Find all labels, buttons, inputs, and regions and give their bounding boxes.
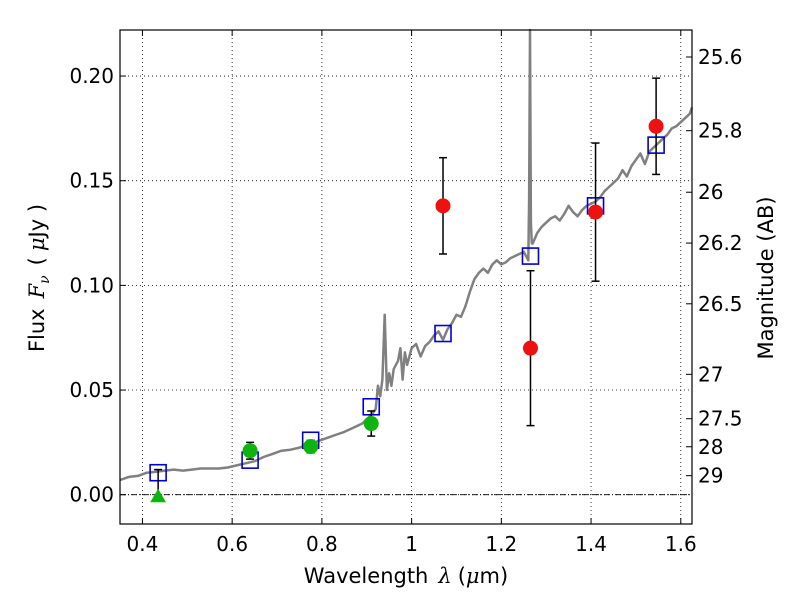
y2-tick-label: 26.2: [698, 231, 743, 255]
y-tick-label: 0.05: [69, 378, 114, 402]
plot-area: [120, 30, 692, 524]
model-spectrum: [119, 28, 694, 482]
x-tick-label: 1.4: [575, 532, 607, 556]
observed-flux-point: [522, 340, 538, 356]
upper-limit-triangle: [150, 488, 167, 503]
y-axis-label: FluxFν(μJy ): [25, 204, 53, 352]
y2-tick-label: 25.6: [698, 45, 743, 69]
x-tick-label: 1: [405, 532, 418, 556]
y-tick-label: 0.15: [69, 169, 114, 193]
y2-tick-label: 27.5: [698, 407, 743, 431]
y-tick-label: 0.20: [69, 64, 114, 88]
x-tick-label: 1.2: [485, 532, 517, 556]
model-photometry-square: [521, 247, 540, 265]
model-spectrum-line: [119, 28, 694, 482]
y-tick-label: 0.00: [69, 483, 114, 507]
x-tick-label: 0.6: [216, 532, 248, 556]
y2-tick-label: 25.8: [698, 119, 743, 143]
observed-flux-point: [303, 439, 319, 455]
observed-flux-point: [648, 118, 664, 134]
x-tick-label: 0.4: [127, 532, 159, 556]
observed-flux-point: [588, 204, 604, 220]
y2-tick-label: 27: [698, 362, 723, 386]
y-tick-label: 0.10: [69, 273, 114, 297]
observed-flux-point: [242, 443, 258, 459]
axis-ticks: 0.4 0.6 0.8 1 1.2 1.4 1.6 0.00 0.05 0.10 0.15 0.20 2…: [69, 30, 743, 556]
y2-tick-label: 29: [698, 464, 723, 488]
secondary-y-axis-label: Magnitude (AB): [754, 196, 778, 359]
photometry-points: [149, 77, 665, 503]
x-axis-label: Wavelength λ (μm): [304, 564, 508, 588]
y2-tick-label: 28: [698, 435, 723, 459]
model-photometry-square: [434, 324, 452, 343]
x-tick-label: 0.8: [306, 532, 338, 556]
observed-flux-point: [363, 416, 379, 432]
plot-frame: [119, 29, 693, 525]
y2-tick-label: 26.5: [698, 292, 743, 316]
y2-tick-label: 26: [698, 180, 723, 204]
observed-flux-point: [435, 198, 451, 214]
x-tick-label: 1.6: [665, 532, 697, 556]
